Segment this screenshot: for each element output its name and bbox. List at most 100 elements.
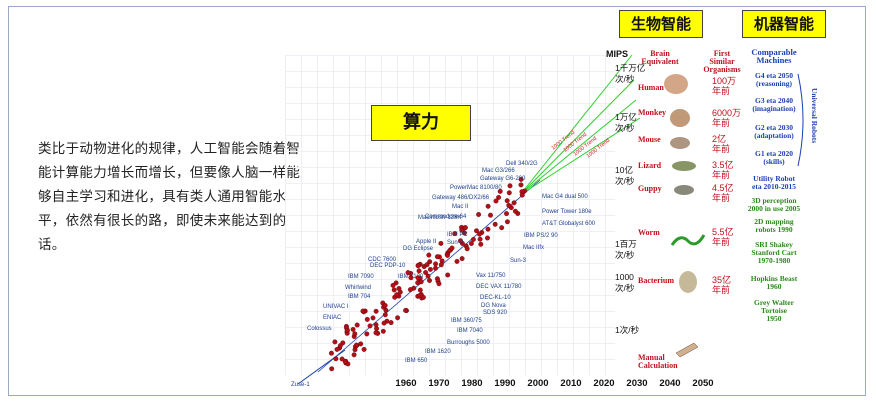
machine-data-point xyxy=(488,212,493,218)
machine-data-point xyxy=(381,320,387,326)
machine-data-point xyxy=(518,176,524,182)
robot-milestone: 3D perception 2000 in use 2005 xyxy=(748,196,801,213)
machine-data-point xyxy=(342,359,348,365)
projection-trend-line xyxy=(519,99,637,196)
machine-label: IBM 1130 xyxy=(398,274,424,280)
machine-label: Macintosh-128K xyxy=(418,215,461,221)
machine-data-point xyxy=(462,225,468,231)
year-tick-label: 1960 xyxy=(395,378,416,389)
projection-trend-line xyxy=(519,117,641,196)
machine-data-point xyxy=(485,226,491,232)
machine-label: Mac G4 dual 500 xyxy=(542,194,588,200)
robot-milestone: SRI Shakey Stanford Cart 1970-1980 xyxy=(751,240,797,265)
year-tick-label: 1990 xyxy=(494,378,515,389)
machine-data-point xyxy=(373,322,379,328)
machine-label: Burroughs 5000 xyxy=(447,340,490,346)
projection-trend-line xyxy=(519,54,633,196)
machine-data-point xyxy=(393,280,399,286)
machine-data-point xyxy=(504,219,510,225)
machine-label: PowerMac 8100/80 xyxy=(450,185,502,191)
machine-label: Commodore 64 xyxy=(425,214,467,220)
machine-label: IBM 1620 xyxy=(425,349,451,355)
machine-data-point xyxy=(427,278,432,283)
machine-data-point xyxy=(499,225,505,231)
projection-trend-line xyxy=(519,79,635,196)
machine-data-point xyxy=(405,270,411,276)
year-tick-label: 2030 xyxy=(626,378,647,389)
machine-data-point xyxy=(328,350,334,356)
organism-name: Manual Calculation xyxy=(638,353,678,370)
machine-data-point xyxy=(361,346,367,352)
hand-writing-icon xyxy=(675,342,699,358)
organism-years-ago: 5.5亿年前 xyxy=(712,226,734,247)
organism-name: Worm xyxy=(638,228,660,237)
machine-data-point xyxy=(445,252,450,258)
organism-years-ago: 35亿年前 xyxy=(712,274,731,295)
machine-data-point xyxy=(519,192,525,198)
organism-name: Lizard xyxy=(638,161,662,170)
machine-data-point xyxy=(344,327,350,333)
machine-label: CDC 7600 xyxy=(368,257,397,263)
lizard-icon xyxy=(672,161,696,171)
machine-data-point xyxy=(506,202,512,208)
machine-data-point xyxy=(470,236,476,242)
mips-tick-label: 1000 次/秒 xyxy=(615,272,635,293)
machine-data-point xyxy=(415,263,421,269)
machine-data-point xyxy=(485,235,490,241)
machine-label: Mac IIfx xyxy=(523,245,544,251)
mips-axis-title: MIPS xyxy=(606,49,628,59)
machine-data-point xyxy=(427,266,433,272)
organism-name: Monkey xyxy=(638,108,666,117)
year-tick-label: 2050 xyxy=(692,378,713,389)
machine-data-point xyxy=(478,241,484,247)
brain-equivalent-header: Brain Equivalent xyxy=(641,49,679,66)
machine-data-point xyxy=(364,316,370,322)
biological-intelligence-label: 生物智能 xyxy=(619,10,703,38)
machine-data-point xyxy=(415,275,421,281)
machine-data-point xyxy=(382,303,388,308)
machine-milestone: G2 eta 2030 (adaptation) xyxy=(754,123,794,140)
machine-data-point xyxy=(476,212,482,217)
machine-data-point xyxy=(354,322,360,328)
machine-label: IBM 704 xyxy=(348,294,371,300)
year-tick-label: 1970 xyxy=(428,378,449,389)
robot-milestone: Grey Walter Tortoise 1950 xyxy=(754,298,795,323)
machine-data-point xyxy=(474,228,479,234)
robot-milestone: Hopkins Beast 1960 xyxy=(751,274,798,291)
machine-label: DG Nova xyxy=(481,303,506,309)
machine-data-point xyxy=(438,240,444,246)
machine-data-point xyxy=(360,308,366,314)
comparable-machines-header: Comparable Machines xyxy=(751,47,797,65)
machine-label: Dell 340/2G xyxy=(506,161,538,167)
machine-label: Whirlwind xyxy=(345,285,371,291)
machine-data-point xyxy=(445,272,451,278)
machine-data-point xyxy=(433,261,439,267)
machine-data-point xyxy=(492,221,498,227)
machine-data-point xyxy=(353,342,359,348)
organism-years-ago: 3.5亿年前 xyxy=(712,159,734,180)
machine-label: Gateway 486/DX2/66 xyxy=(432,195,490,201)
universal-robots-label: Universal Robots xyxy=(810,88,819,143)
machine-data-point xyxy=(332,339,338,345)
machine-label: IBM 650 xyxy=(405,358,428,364)
organism-name: Bacterium xyxy=(638,276,674,285)
machine-data-point xyxy=(423,270,429,275)
machine-data-point xyxy=(388,320,394,326)
machine-label: Power Tower 180e xyxy=(542,209,592,215)
machine-data-point xyxy=(333,356,339,362)
machine-label: Vax 11/750 xyxy=(476,273,506,279)
machine-data-point xyxy=(434,254,440,260)
machine-data-point xyxy=(424,262,430,268)
machine-data-point xyxy=(433,265,438,271)
machine-data-point xyxy=(464,246,470,252)
organism-years-ago: 2亿年前 xyxy=(712,133,730,154)
organism-name: Mouse xyxy=(638,135,661,144)
machine-data-point xyxy=(364,331,370,337)
organism-years-ago: 6000万年前 xyxy=(712,108,741,128)
machine-data-point xyxy=(395,315,401,321)
machine-label: DEC-KL-10 xyxy=(480,295,511,301)
machine-data-point xyxy=(477,231,482,237)
organism-years-ago: 4.5亿年前 xyxy=(712,182,734,203)
machine-milestone: G1 eta 2020 (skills) xyxy=(755,149,793,166)
